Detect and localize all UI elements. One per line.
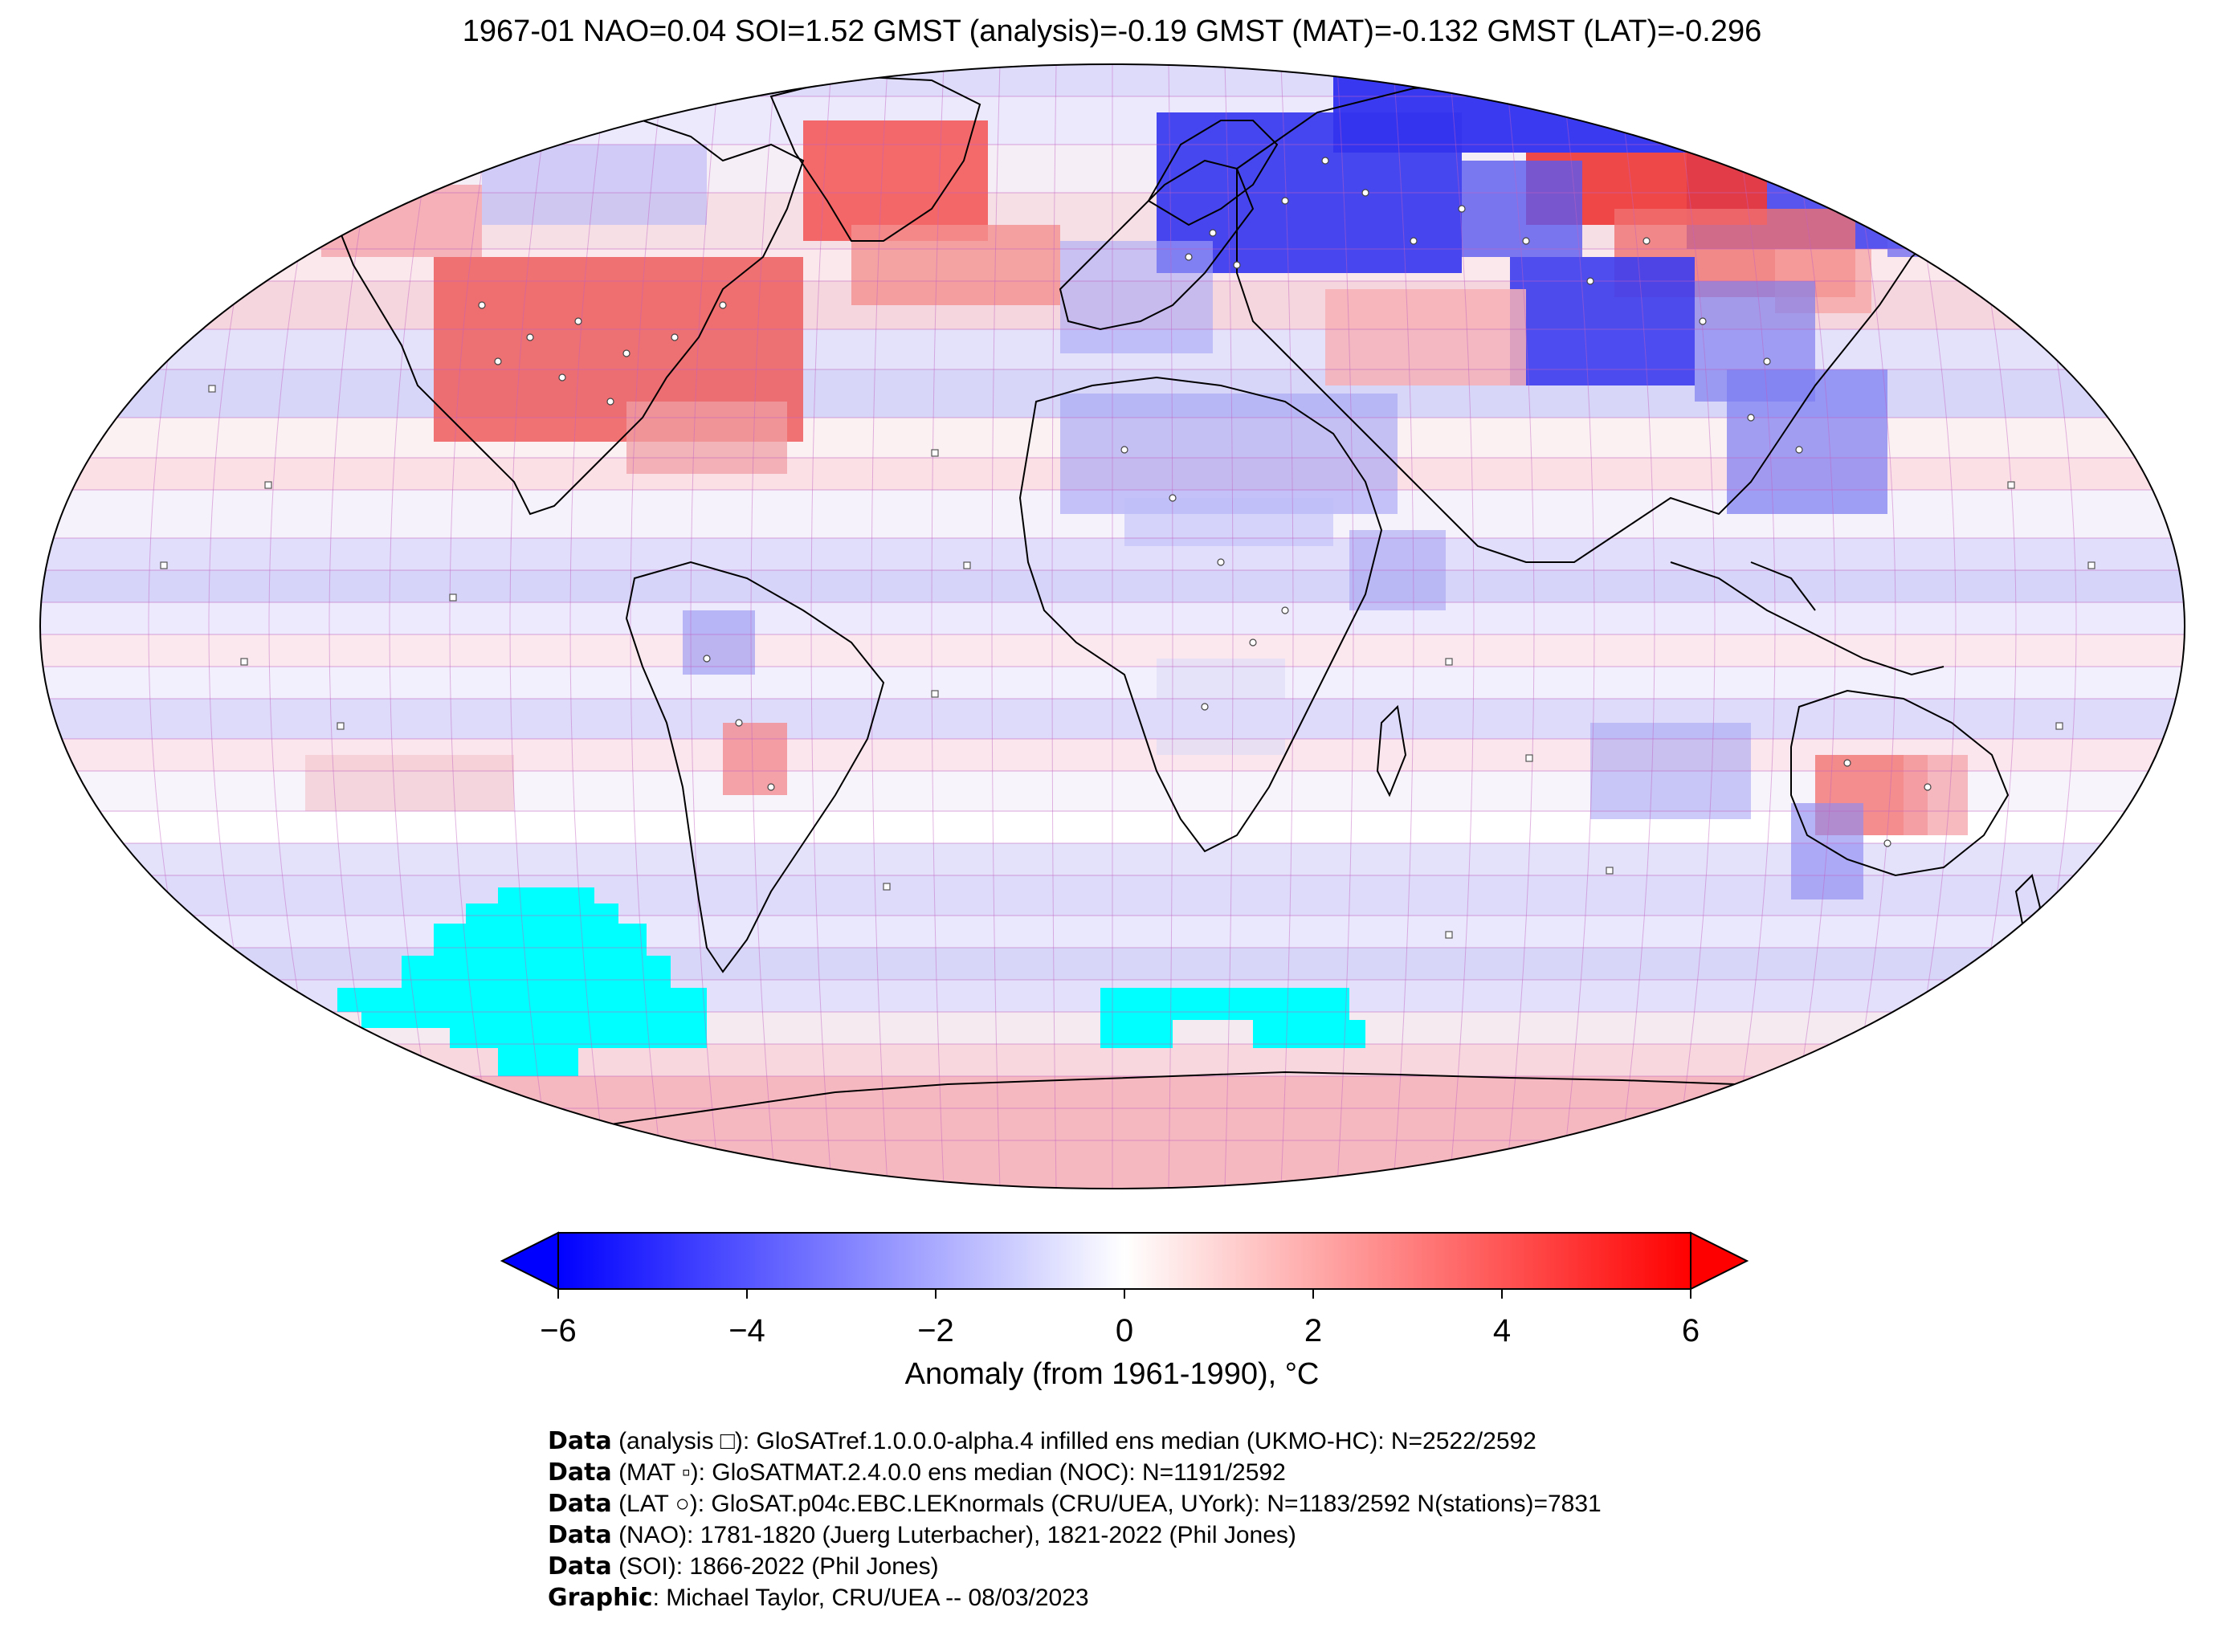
map-frame [39,63,2185,1189]
colorbar-tick-label: 6 [1681,1313,1700,1348]
colorbar-tick-label: 2 [1304,1313,1323,1348]
station-markers [478,157,1932,847]
anomaly-field [40,64,2185,1189]
colorbar-tick-label: 0 [1115,1313,1134,1348]
credit-line-soi: Data (SOI): 1866-2022 (Phil Jones) [548,1552,939,1581]
map-title: 1967-01 NAO=0.04 SOI=1.52 GMST (analysis… [462,14,1762,48]
colorbar [500,1231,1749,1299]
credit-line-mat: Data (MAT ▫): GloSATMAT.2.4.0.0 ens medi… [548,1458,1286,1487]
colorbar-tick-label: 4 [1492,1313,1512,1348]
colorbar-max-extend [1690,1231,1749,1291]
credits-block: Data (analysis □): GloSATref.1.0.0.0-alp… [548,1426,1602,1613]
world-map [39,63,2185,1189]
credit-line-graphic: Graphic: Michael Taylor, CRU/UEA -- 08/0… [548,1584,1089,1612]
greenland-warm [803,120,988,241]
coastlines [337,75,2042,1141]
central-asia-cold [1510,257,1695,385]
credit-line-analysis: Data (analysis □): GloSATref.1.0.0.0-alp… [548,1427,1536,1455]
colorbar-tick-label: −6 [540,1313,577,1348]
credit-line-lat: Data (LAT ○): GloSAT.p04c.EBC.LEKnormals… [548,1490,1602,1518]
colorbar-tick-label: −2 [917,1313,954,1348]
colorbar-tick-label: −4 [728,1313,765,1348]
colorbar-label: Anomaly (from 1961-1990), °C [904,1357,1320,1391]
colorbar-gradient [557,1232,1691,1290]
colorbar-min-extend [500,1231,559,1291]
credit-line-nao: Data (NAO): 1781-1820 (Juerg Luterbacher… [548,1521,1296,1549]
